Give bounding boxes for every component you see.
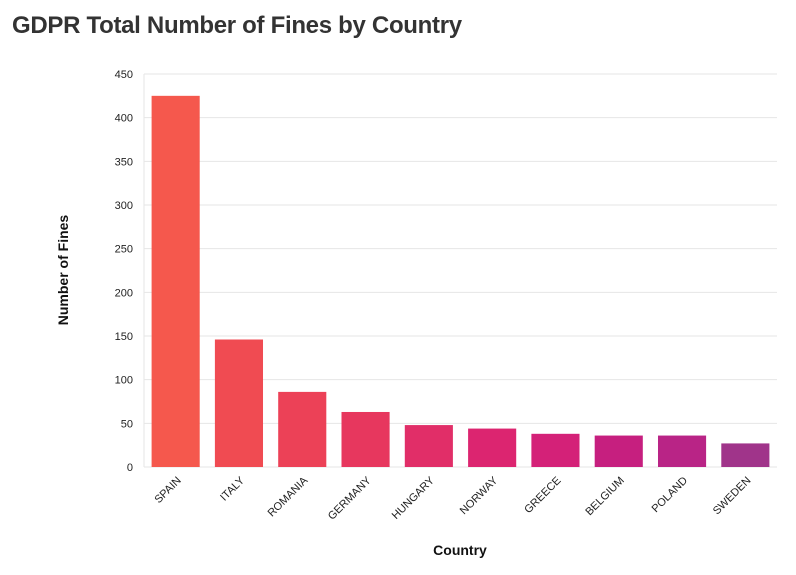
x-axis-title: Country (433, 542, 487, 558)
y-tick-label: 150 (115, 331, 133, 343)
x-tick-label: ITALY (218, 474, 247, 503)
y-tick-label: 100 (115, 375, 133, 387)
x-tick-label: BELGIUM (583, 475, 626, 518)
y-tick-label: 400 (115, 113, 133, 125)
y-axis-title: Number of Fines (55, 215, 71, 326)
x-tick-label: GREECE (522, 475, 563, 516)
x-tick-label: POLAND (650, 475, 691, 516)
y-tick-label: 250 (115, 244, 133, 256)
x-tick-label: ROMANIA (266, 474, 311, 519)
y-tick-label: 50 (121, 418, 133, 430)
chart-title: GDPR Total Number of Fines by Country (12, 12, 462, 39)
bar-sweden[interactable] (721, 443, 770, 467)
x-tick-label: SWEDEN (711, 475, 754, 518)
bars (151, 95, 770, 467)
y-axis-ticks: 0 50 100 150 200 250 300 350 400 450 (115, 69, 133, 474)
bar-romania[interactable] (278, 391, 327, 467)
bar-spain[interactable] (151, 95, 200, 467)
bar-norway[interactable] (468, 428, 517, 467)
bar-belgium[interactable] (594, 435, 643, 467)
y-tick-label: 450 (115, 69, 133, 81)
bar-hungary[interactable] (404, 425, 453, 467)
x-tick-label: NORWAY (458, 474, 501, 517)
y-tick-label: 350 (115, 156, 133, 168)
x-tick-label: SPAIN (153, 475, 184, 506)
bar-poland[interactable] (657, 435, 707, 467)
x-axis-ticks: SPAIN ITALY ROMANIA GERMANY HUNGARY NORWAY GRE… (153, 474, 754, 522)
x-tick-label: HUNGARY (390, 474, 438, 522)
bar-italy[interactable] (214, 339, 264, 467)
y-tick-label: 300 (115, 200, 133, 212)
y-tick-label: 200 (115, 287, 133, 299)
bar-germany[interactable] (341, 411, 390, 467)
bar-greece[interactable] (531, 433, 580, 467)
x-tick-label: GERMANY (326, 474, 374, 522)
y-tick-label: 0 (127, 462, 133, 474)
